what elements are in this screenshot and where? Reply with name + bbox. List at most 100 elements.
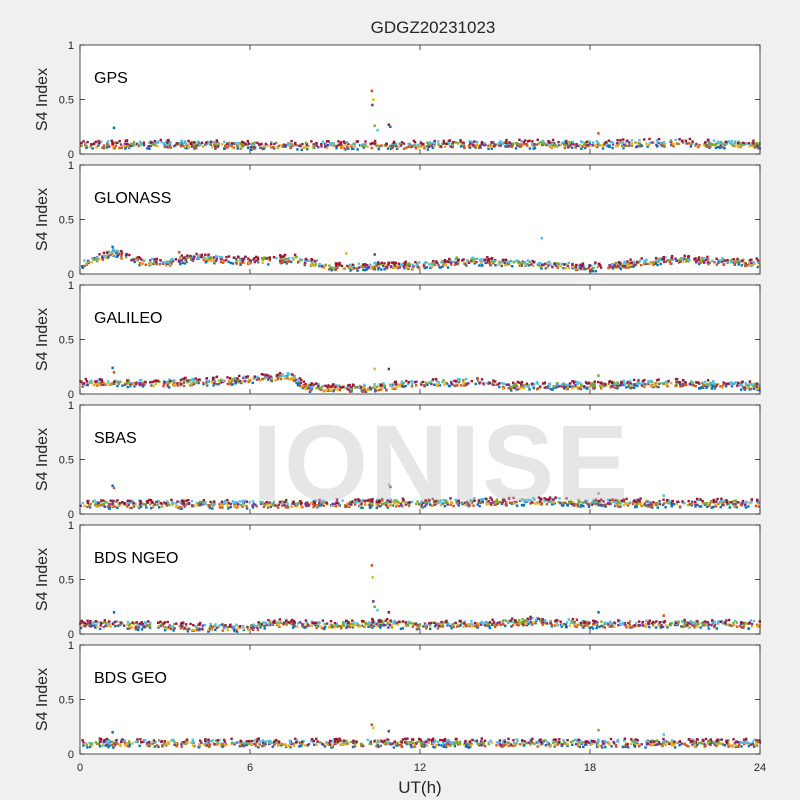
spike-point [111,484,114,488]
data-point [371,265,374,269]
data-point [680,625,683,628]
data-point [200,253,203,257]
data-point [722,622,725,625]
data-point [653,502,656,505]
data-point [498,621,501,624]
data-point [578,500,581,503]
data-point [474,382,477,386]
data-point [549,263,552,266]
data-point [550,145,554,148]
data-point [554,143,557,147]
data-point [557,141,560,144]
data-point [263,256,266,259]
data-point [559,144,562,147]
data-point [362,383,366,387]
data-point [553,141,556,145]
data-point [628,623,632,626]
data-point [290,622,293,625]
data-point [181,144,184,147]
data-point [242,627,245,630]
data-point [231,626,234,629]
data-point [431,621,434,624]
data-point [361,498,365,502]
data-point [520,499,523,502]
data-point [721,386,724,389]
data-point [334,505,338,508]
data-point [484,261,487,265]
data-point [441,265,444,268]
data-point [273,621,276,624]
data-point [405,501,408,504]
data-point [293,502,296,506]
data-point [478,264,481,267]
data-point [169,141,172,144]
data-point [407,504,411,507]
data-point [401,505,404,508]
data-point [572,622,576,625]
data-point [564,143,567,147]
data-point [138,379,142,382]
data-point [418,502,422,505]
data-point [86,140,89,144]
data-point [555,386,558,389]
data-point [293,374,296,378]
data-point [184,142,187,145]
data-point [293,376,296,380]
data-point [268,259,271,262]
data-point [549,500,553,503]
data-point [304,261,307,264]
data-point [493,145,496,148]
data-point [700,622,704,625]
data-point [670,381,673,385]
data-point [482,498,486,501]
data-point [513,502,516,505]
data-point [91,143,94,146]
data-point [597,141,600,144]
data-point [269,375,273,378]
data-point [738,259,741,262]
data-point [680,257,683,260]
data-point [253,257,256,260]
data-point [395,499,398,502]
data-point [470,620,473,623]
data-point [703,144,706,147]
data-point [587,503,590,506]
data-point [215,626,219,629]
data-point [652,501,655,504]
data-point [411,267,414,270]
data-point [272,500,276,503]
data-point [131,499,134,503]
data-point [730,385,734,388]
data-point [739,624,742,628]
data-point [413,141,417,144]
data-point [536,138,539,141]
data-point [264,622,267,625]
data-point [87,499,91,502]
data-point [309,389,313,392]
data-point [221,506,224,509]
data-point [281,258,284,261]
data-point [360,502,363,505]
data-point [444,263,448,266]
data-point [496,383,499,386]
data-point [223,259,226,262]
data-point [701,500,704,503]
data-point [149,262,152,265]
data-point [595,626,598,630]
data-point [525,142,528,146]
data-point [119,143,123,146]
data-point [745,386,749,390]
y-tick-label: 1 [68,400,74,412]
data-point [588,143,591,146]
data-point [736,501,740,504]
data-point [592,619,595,622]
data-point [196,256,200,260]
data-point [405,146,408,149]
data-point [255,255,258,259]
data-point [659,257,662,260]
data-point [734,140,737,143]
data-point [757,261,760,265]
data-point [449,259,452,262]
data-point [482,382,485,385]
data-point [511,144,514,147]
